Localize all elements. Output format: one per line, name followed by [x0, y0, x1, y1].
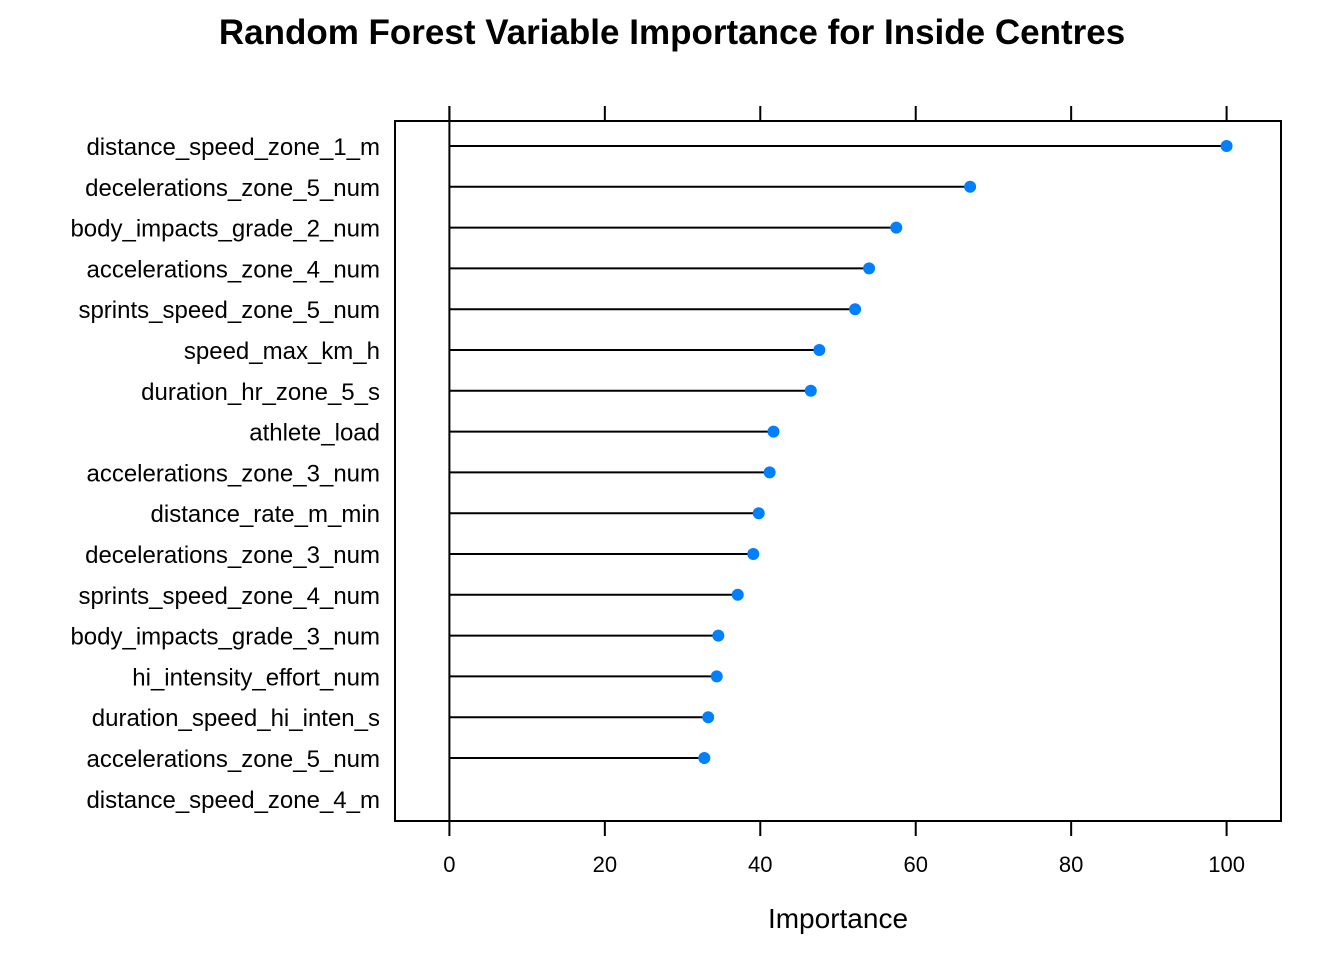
point-accelerations_zone_5_num	[698, 752, 711, 764]
tick-label-60: 60	[903, 852, 927, 877]
point-sprints_speed_zone_5_num	[849, 303, 862, 316]
variable-label: duration_speed_hi_inten_s	[92, 705, 380, 732]
x-axis-tick-labels: 0 20 40 60 80 100	[443, 852, 1245, 877]
variable-label: sprints_speed_zone_4_num	[78, 583, 380, 610]
point-duration_speed_hi_inten_s	[702, 711, 715, 724]
point-duration_hr_zone_5_s	[804, 384, 817, 397]
point-body_impacts_grade_3_num	[712, 629, 725, 642]
point-decelerations_zone_3_num	[747, 548, 760, 560]
variable-label: accelerations_zone_5_num	[86, 746, 380, 773]
plot-frame	[394, 120, 1282, 822]
variable-label: duration_hr_zone_5_s	[141, 379, 380, 406]
variable-labels: distance_speed_zone_1_m decelerations_zon…	[70, 134, 380, 814]
tick-label-80: 80	[1059, 852, 1083, 877]
point-distance_rate_m_min	[752, 507, 765, 520]
point-sprints_speed_zone_4_num	[731, 588, 744, 601]
point-accelerations_zone_3_num	[763, 466, 776, 479]
point-speed_max_km_h	[813, 344, 826, 356]
point-hi_intensity_effort_num	[710, 670, 723, 683]
variable-label: athlete_load	[249, 420, 380, 447]
variable-label: decelerations_zone_5_num	[85, 175, 380, 202]
variable-label: body_impacts_grade_3_num	[70, 624, 380, 651]
point-distance_speed_zone_1_m	[1220, 140, 1233, 152]
variable-label: distance_rate_m_min	[151, 501, 380, 528]
tick-label-100: 100	[1208, 852, 1245, 877]
bottom-axis-ticks	[448, 821, 1228, 836]
point-accelerations_zone_4_num	[863, 262, 876, 275]
top-axis-ticks	[448, 106, 1228, 121]
importance-points	[698, 140, 1233, 764]
tick-label-20: 20	[593, 852, 617, 877]
point-decelerations_zone_5_num	[964, 180, 977, 193]
variable-label: sprints_speed_zone_5_num	[78, 297, 380, 324]
variable-label: hi_intensity_effort_num	[132, 664, 380, 691]
variable-label: accelerations_zone_4_num	[86, 256, 380, 283]
variable-label: distance_speed_zone_4_m	[86, 787, 380, 814]
point-body_impacts_grade_2_num	[890, 221, 903, 234]
x-axis-title: Importance	[768, 903, 908, 934]
importance-stems	[449, 145, 1227, 759]
tick-label-0: 0	[443, 852, 455, 877]
variable-label: distance_speed_zone_1_m	[86, 134, 380, 161]
variable-label: accelerations_zone_3_num	[86, 460, 380, 487]
variable-label: speed_max_km_h	[184, 338, 380, 365]
point-athlete_load	[767, 425, 780, 438]
variable-label: decelerations_zone_3_num	[85, 542, 380, 569]
variable-label: body_impacts_grade_2_num	[70, 216, 380, 243]
chart-title: Random Forest Variable Importance for In…	[219, 13, 1125, 52]
tick-label-40: 40	[748, 852, 772, 877]
